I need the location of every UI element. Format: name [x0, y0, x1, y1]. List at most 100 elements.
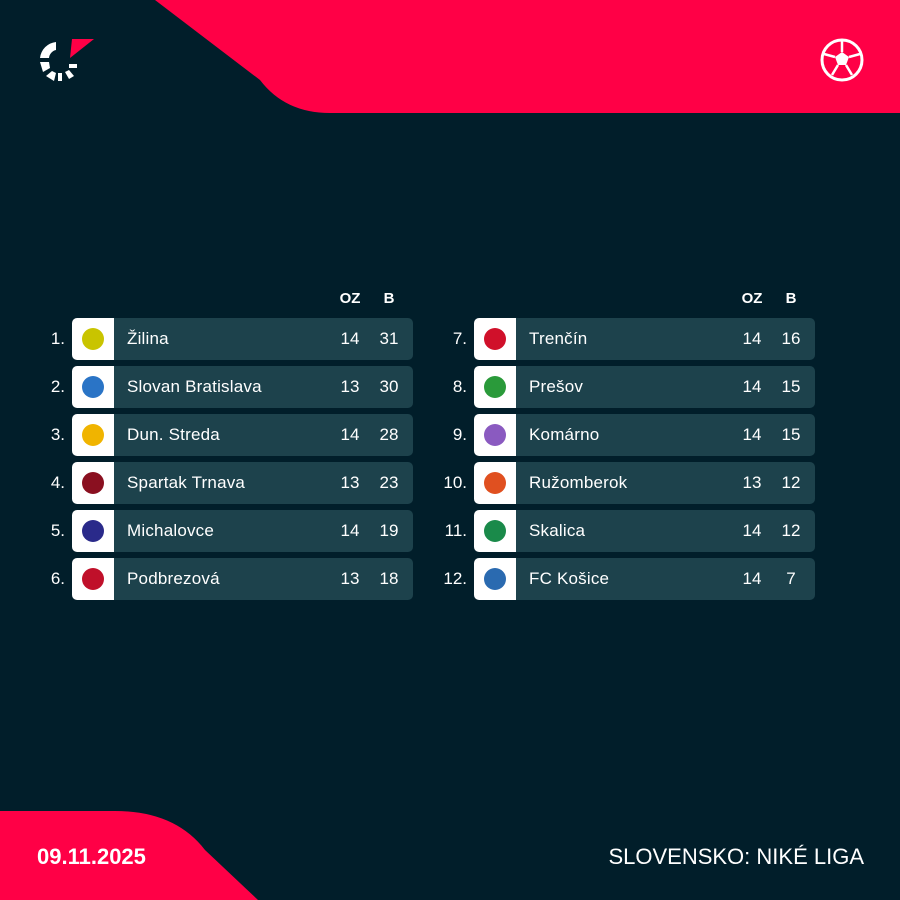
row-bar	[114, 510, 413, 552]
played: 14	[742, 377, 762, 396]
row-bar	[516, 318, 815, 360]
team-crest	[474, 414, 516, 456]
rank: 1.	[50, 329, 65, 348]
points: 12	[781, 521, 801, 540]
rank: 3.	[50, 425, 65, 444]
rank: 9.	[452, 425, 467, 444]
rank: 8.	[452, 377, 467, 396]
points: 12	[781, 473, 801, 492]
team-crest	[72, 366, 114, 408]
row-bar	[516, 366, 815, 408]
flashscore-logo-icon	[40, 39, 94, 81]
team-crest-icon	[82, 376, 104, 398]
football-icon	[820, 38, 864, 82]
table-row[interactable]: 2. Slovan Bratislava 13 30	[51, 366, 417, 408]
team-crest	[474, 510, 516, 552]
table-row[interactable]: 10. Ružomberok 13 12	[443, 462, 819, 504]
rank: 4.	[50, 473, 65, 492]
team-crest-icon	[82, 328, 104, 350]
footer-red-band	[0, 811, 258, 900]
points-header: B	[785, 290, 797, 307]
played: 14	[742, 329, 762, 348]
played: 13	[742, 473, 762, 492]
played: 14	[340, 425, 360, 444]
table-row[interactable]: 5. Michalovce 14 19	[51, 510, 417, 552]
row-bar	[114, 366, 413, 408]
team-name[interactable]: Slovan Bratislava	[127, 377, 262, 396]
table-row[interactable]: 8. Prešov 14 15	[453, 366, 819, 408]
played: 13	[340, 569, 360, 588]
team-name[interactable]: Spartak Trnava	[127, 473, 246, 492]
row-bar	[114, 462, 413, 504]
table-row[interactable]: 4. Spartak Trnava 13 23	[51, 462, 417, 504]
team-name[interactable]: Podbrezová	[127, 569, 220, 588]
table-row[interactable]: 1. Žilina 14 31	[51, 318, 417, 360]
table-row[interactable]: 11. Skalica 14 12	[445, 510, 819, 552]
header-red-band	[155, 0, 900, 113]
standings-left: OZ B 1. Žilina 14 31 2. Slovan Bratislava …	[51, 288, 417, 600]
played-header: OZ	[339, 290, 361, 307]
team-crest-icon	[484, 424, 506, 446]
team-name[interactable]: Prešov	[529, 377, 584, 396]
row-bar	[114, 558, 413, 600]
points: 28	[379, 425, 399, 444]
team-name[interactable]: Trenčín	[529, 329, 588, 348]
table-row[interactable]: 9. Komárno 14 15	[453, 414, 819, 456]
points: 15	[781, 377, 801, 396]
team-name[interactable]: Skalica	[529, 521, 586, 540]
played: 14	[742, 425, 762, 444]
team-crest-icon	[484, 328, 506, 350]
team-name[interactable]: FC Košice	[529, 569, 610, 588]
team-crest	[474, 318, 516, 360]
points-header: B	[383, 290, 395, 307]
row-bar	[516, 558, 815, 600]
row-bar	[516, 510, 815, 552]
table-row[interactable]: 3. Dun. Streda 14 28	[51, 414, 417, 456]
played: 13	[340, 377, 360, 396]
team-crest	[72, 414, 114, 456]
points: 16	[781, 329, 801, 348]
team-name[interactable]: Ružomberok	[529, 473, 628, 492]
team-crest-icon	[82, 424, 104, 446]
team-crest	[474, 366, 516, 408]
rank: 10.	[443, 473, 467, 492]
team-crest-icon	[484, 568, 506, 590]
team-crest	[474, 558, 516, 600]
team-name[interactable]: Michalovce	[127, 521, 215, 540]
points: 7	[786, 569, 796, 588]
team-crest-icon	[82, 520, 104, 542]
played: 14	[340, 521, 360, 540]
row-bar	[114, 414, 413, 456]
table-row[interactable]: 7. Trenčín 14 16	[453, 318, 819, 360]
team-name[interactable]: Komárno	[529, 425, 600, 444]
table-row[interactable]: 12. FC Košice 14 7	[443, 558, 819, 600]
points: 15	[781, 425, 801, 444]
team-name[interactable]: Žilina	[127, 329, 169, 348]
rank: 2.	[50, 377, 65, 396]
league-name: SLOVENSKO: NIKÉ LIGA	[608, 844, 864, 869]
table-row[interactable]: 6. Podbrezová 13 18	[51, 558, 417, 600]
team-crest	[72, 558, 114, 600]
points: 31	[379, 329, 399, 348]
row-bar	[516, 462, 815, 504]
standings-right: OZ B 7. Trenčín 14 16 8. Prešov 14 15 9. Ko…	[443, 288, 819, 600]
team-crest-icon	[484, 376, 506, 398]
row-bar	[516, 414, 815, 456]
rank: 5.	[50, 521, 65, 540]
points: 23	[379, 473, 399, 492]
rank: 12.	[443, 569, 467, 588]
team-crest-icon	[484, 520, 506, 542]
team-name[interactable]: Dun. Streda	[127, 425, 220, 444]
played: 14	[340, 329, 360, 348]
team-crest-icon	[484, 472, 506, 494]
match-date: 09.11.2025	[37, 844, 146, 869]
rank: 7.	[452, 329, 467, 348]
rank: 11.	[444, 521, 467, 540]
points: 18	[379, 569, 399, 588]
team-crest	[72, 318, 114, 360]
team-crest	[474, 462, 516, 504]
points: 30	[379, 377, 399, 396]
team-crest-icon	[82, 472, 104, 494]
played: 13	[340, 473, 360, 492]
